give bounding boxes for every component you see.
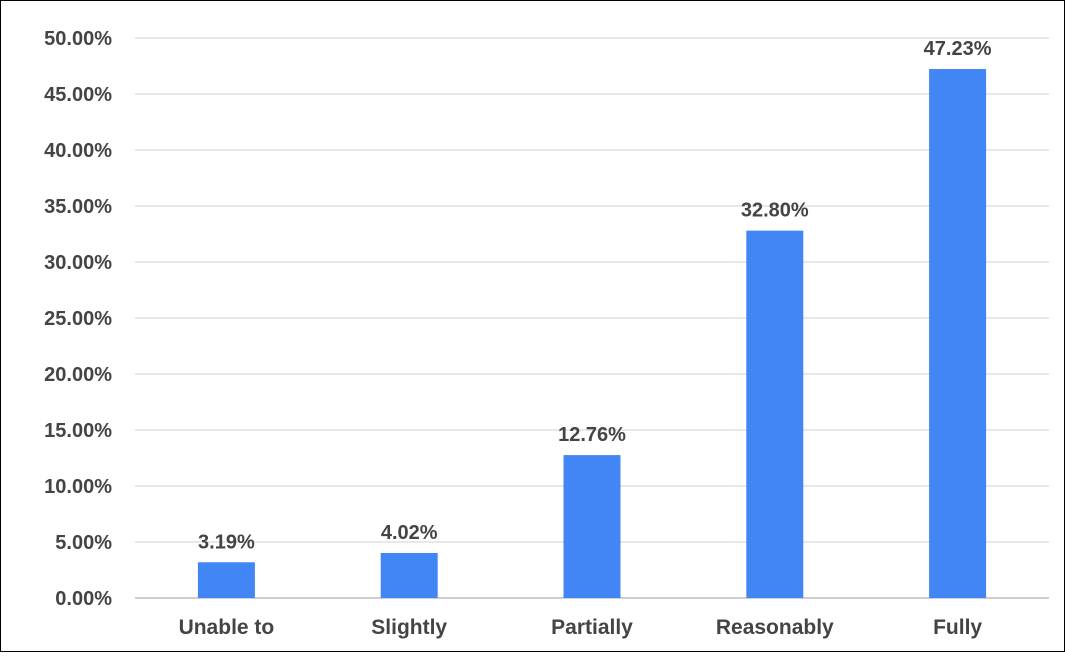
bar-value-labels: 3.19% 4.02% 12.76% 32.80% 47.23% — [198, 38, 992, 553]
y-tick-label: 0.00% — [55, 588, 112, 610]
bar-value-label: 47.23% — [924, 38, 992, 60]
bar-fully — [929, 69, 987, 599]
y-tick-label: 50.00% — [44, 28, 112, 50]
y-tick-label: 10.00% — [44, 476, 112, 498]
x-tick-label: Slightly — [371, 616, 447, 639]
x-tick-label: Unable to — [179, 616, 275, 639]
y-tick-label: 35.00% — [44, 196, 112, 218]
bars — [197, 69, 987, 599]
x-tick-label: Reasonably — [716, 616, 834, 639]
x-axis-tick-labels: Unable to Slightly Partially Reasonably Full… — [179, 616, 983, 639]
y-tick-label: 30.00% — [44, 252, 112, 274]
y-tick-label: 45.00% — [44, 84, 112, 106]
x-tick-label: Fully — [933, 616, 982, 639]
gridlines — [135, 37, 1049, 599]
y-tick-label: 20.00% — [44, 364, 112, 386]
bar-value-label: 12.76% — [558, 424, 626, 446]
x-tick-label: Partially — [551, 616, 633, 639]
bar-value-label: 3.19% — [198, 531, 255, 553]
bar-reasonably — [746, 230, 804, 598]
y-tick-label: 25.00% — [44, 308, 112, 330]
y-axis-tick-labels: 0.00% 5.00% 10.00% 15.00% 20.00% 25.00% 30.00%… — [44, 28, 112, 610]
y-tick-label: 5.00% — [55, 532, 112, 554]
bar-partially — [563, 455, 621, 598]
y-tick-label: 15.00% — [44, 420, 112, 442]
bar-slightly — [380, 552, 438, 598]
bar-value-label: 4.02% — [381, 522, 438, 544]
bar-unable-to — [197, 562, 255, 598]
bar-value-label: 32.80% — [741, 200, 809, 222]
y-tick-label: 40.00% — [44, 140, 112, 162]
